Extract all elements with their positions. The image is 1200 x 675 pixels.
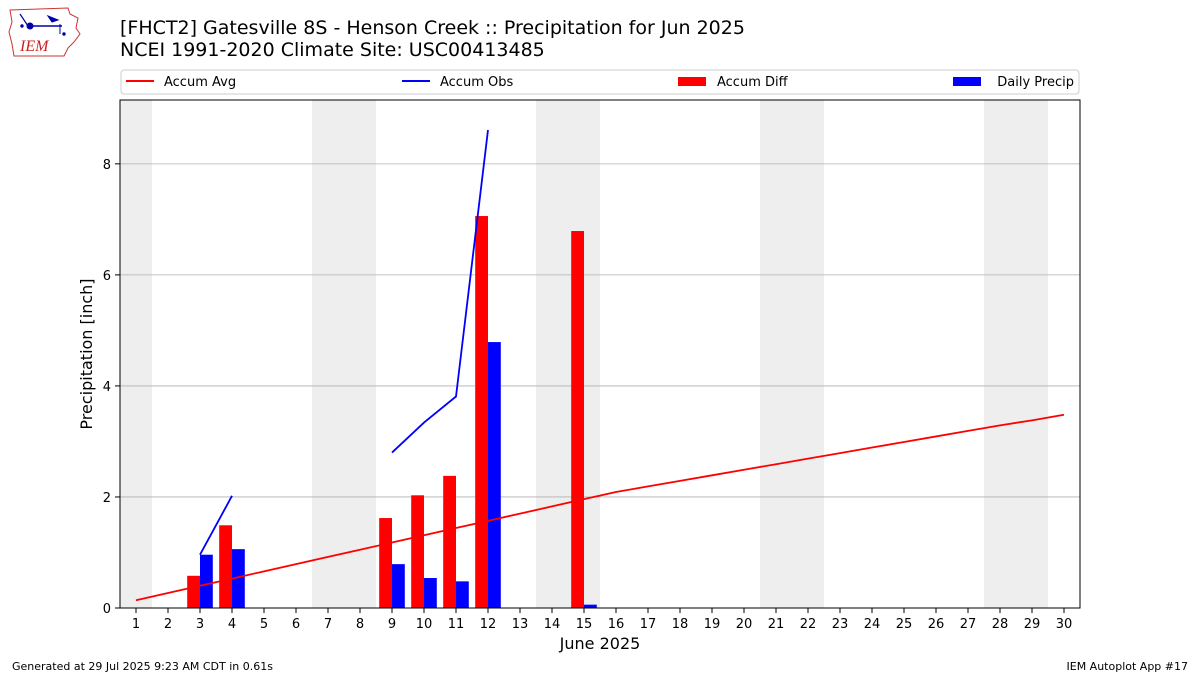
x-tick-label-9: 9 (388, 617, 396, 632)
x-tick-label-24: 24 (864, 617, 881, 632)
x-tick-label-2: 2 (164, 617, 172, 632)
x-tick-label-1: 1 (132, 617, 140, 632)
x-tick-label-11: 11 (448, 617, 465, 632)
legend-swatch-accum-diff (678, 77, 706, 86)
x-tick-label-23: 23 (832, 617, 849, 632)
iowa-outline-icon (8, 7, 81, 57)
x-tick-label-22: 22 (800, 617, 817, 632)
daily-precip-bar-day-12 (488, 342, 501, 608)
x-tick-label-27: 27 (960, 617, 977, 632)
weekend-shade-day-8 (344, 100, 376, 608)
legend: Accum Avg Accum Obs Accum Diff Daily Precip (120, 69, 1080, 95)
daily-precip-bar-day-3 (200, 554, 213, 608)
y-tick-label-2: 2 (103, 491, 111, 506)
legend-swatch-daily-precip (953, 77, 981, 86)
accum-diff-bar-day-10 (411, 495, 424, 608)
accum-diff-bar-day-3 (187, 575, 200, 608)
y-axis-label: Precipitation [inch] (77, 278, 96, 429)
y-tick-label-0: 0 (103, 602, 111, 617)
x-tick-label-3: 3 (196, 617, 204, 632)
bars (187, 216, 597, 608)
weekend-shade-day-21 (760, 100, 792, 608)
iem-logo: IEM (8, 7, 81, 57)
accum-diff-bar-day-9 (379, 518, 392, 608)
x-tick-label-17: 17 (640, 617, 657, 632)
y-gridlines (120, 163, 1080, 498)
x-tick-label-15: 15 (576, 617, 593, 632)
weekend-shade-day-22 (792, 100, 824, 608)
accum-diff-bar-day-4 (219, 525, 232, 608)
x-axis-label: June 2025 (559, 634, 641, 653)
x-tick-label-6: 6 (292, 617, 300, 632)
lines (135, 129, 1065, 602)
weekend-shade-day-14 (536, 100, 568, 608)
logo-text: IEM (19, 38, 50, 55)
weekend-shade-day-28 (984, 100, 1016, 608)
daily-precip-bar-day-11 (456, 581, 469, 608)
app-credit: IEM Autoplot App #17 (1066, 660, 1189, 673)
daily-precip-bar-day-15 (584, 604, 597, 608)
x-tick-label-10: 10 (416, 617, 433, 632)
x-tick-label-16: 16 (608, 617, 625, 632)
accum-avg-line (135, 413, 1065, 602)
accum-obs-line-segment-1 (199, 495, 233, 556)
weekend-shade-day-7 (312, 100, 344, 608)
x-tick-label-20: 20 (736, 617, 753, 632)
legend-label-daily-precip: Daily Precip (997, 75, 1074, 90)
x-tick-label-26: 26 (928, 617, 945, 632)
accum-obs-line-segment-2 (391, 129, 489, 454)
accum-diff-bar-day-15 (571, 231, 584, 608)
weekend-shade-day-1 (120, 100, 152, 608)
legend-label-accum-obs: Accum Obs (440, 75, 513, 90)
daily-precip-bar-day-10 (424, 578, 437, 608)
x-tick-label-14: 14 (544, 617, 561, 632)
x-tick-label-28: 28 (992, 617, 1009, 632)
x-tick-label-25: 25 (896, 617, 913, 632)
daily-precip-bar-day-4 (232, 549, 245, 608)
x-tick-label-19: 19 (704, 617, 721, 632)
x-tick-label-5: 5 (260, 617, 268, 632)
weekend-shade-day-29 (1016, 100, 1048, 608)
axes: 1 2 3 4 5 6 7 8 9 10 11 12 13 14 15 16 17 18 19 20 21 22 23 24 2… (103, 158, 1073, 632)
x-tick-label-30: 30 (1056, 617, 1073, 632)
x-tick-label-4: 4 (228, 617, 236, 632)
accum-diff-bar-day-11 (443, 475, 456, 608)
daily-precip-bar-day-9 (392, 564, 405, 608)
y-tick-label-6: 6 (103, 269, 111, 284)
weather-instruments-icon (19, 13, 66, 36)
chart-title: [FHCT2] Gatesville 8S - Henson Creek :: … (120, 17, 745, 39)
x-tick-label-18: 18 (672, 617, 689, 632)
plot-frame (119, 99, 1081, 609)
x-tick-label-7: 7 (324, 617, 332, 632)
legend-label-accum-diff: Accum Diff (717, 75, 789, 90)
generated-timestamp: Generated at 29 Jul 2025 9:23 AM CDT in … (12, 660, 273, 673)
legend-label-accum-avg: Accum Avg (164, 75, 236, 90)
x-tick-label-12: 12 (480, 617, 497, 632)
x-tick-label-8: 8 (356, 617, 364, 632)
weekend-shading (120, 100, 1048, 608)
chart-subtitle: NCEI 1991-2020 Climate Site: USC00413485 (120, 39, 545, 61)
legend-box (120, 69, 1080, 95)
x-tick-label-29: 29 (1024, 617, 1041, 632)
x-tick-label-21: 21 (768, 617, 785, 632)
y-tick-label-8: 8 (103, 158, 111, 173)
y-tick-label-4: 4 (103, 380, 111, 395)
accum-diff-bar-day-12 (475, 216, 488, 608)
x-tick-label-13: 13 (512, 617, 529, 632)
